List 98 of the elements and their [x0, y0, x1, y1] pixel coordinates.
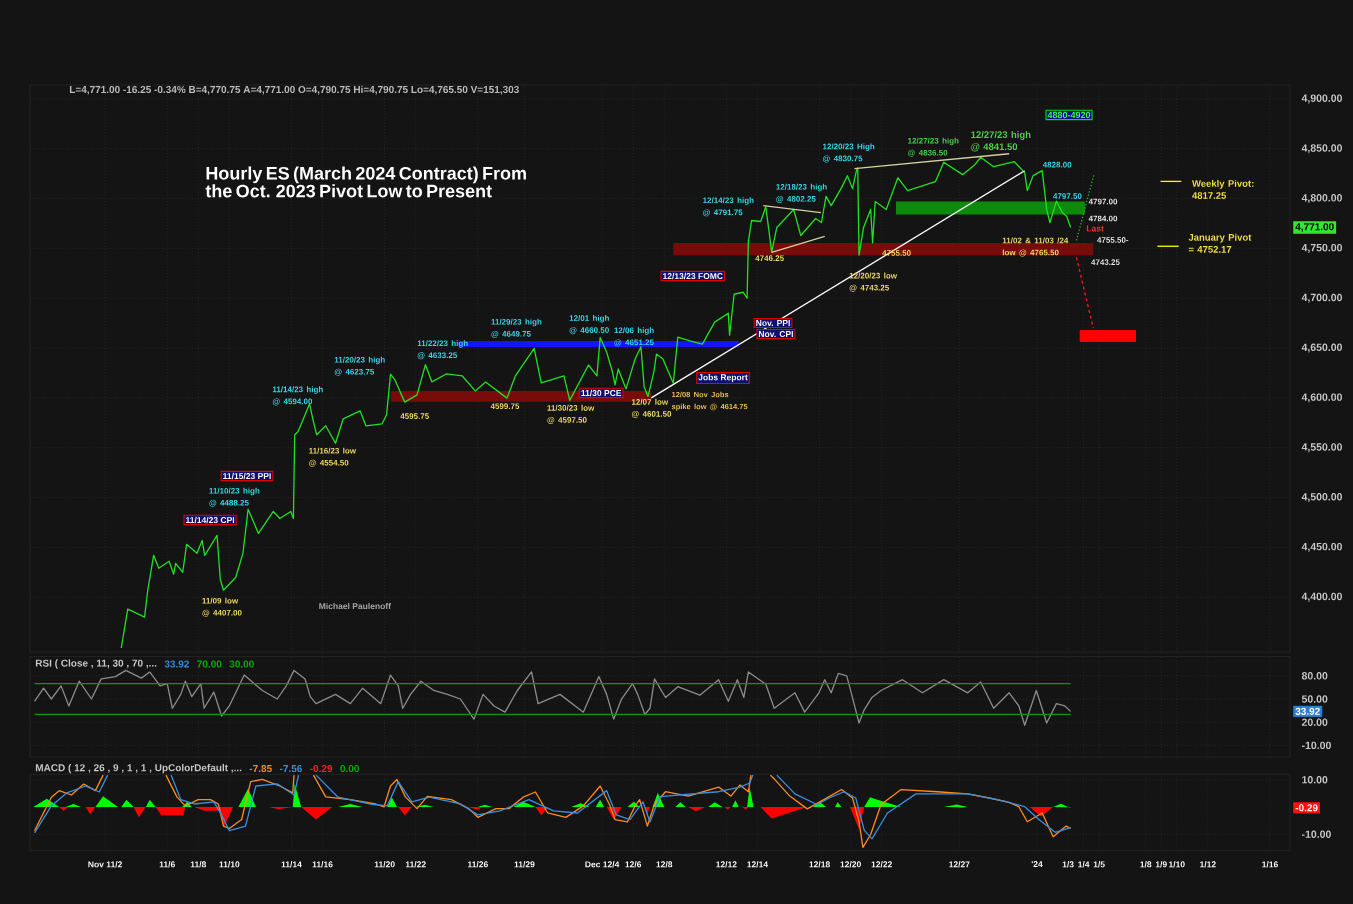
annotation: 12/27/23 high @ 4836.50: [908, 137, 959, 157]
annotation: 11/20/23 high @ 4623.75: [334, 356, 385, 376]
x-tick-label: 12/8: [656, 861, 673, 868]
annotation: 11/15/23 PPI: [223, 472, 271, 480]
annotation: Michael Paulenoff: [319, 602, 392, 610]
text: -7.56: [279, 765, 302, 773]
x-tick-label: 1/10: [1169, 861, 1185, 868]
x-tick-label: 12/6: [625, 861, 642, 868]
annotation: 11/02 & 11/03 /24 low @ 4765.50: [1002, 237, 1069, 257]
x-tick-label: 12/22: [871, 861, 892, 868]
x-tick-label: 1/8: [1140, 861, 1152, 868]
annotation: 11/09 low @ 4407.00: [202, 597, 242, 617]
x-tick-label: 1/12: [1200, 861, 1216, 868]
y-tick-label: 4,750.00: [1301, 243, 1342, 253]
y-tick-label: 4,800.00: [1301, 194, 1342, 204]
annotation: Weekly Pivot: 4817.25: [1192, 179, 1254, 199]
y-tick-label: 4,700.00: [1301, 293, 1342, 303]
annotation: 11/14/23 CPI: [186, 516, 235, 524]
text: Hourly ES (March 2024 Contract) From the Oct. 2023 Pivot Low to Present: [205, 166, 526, 198]
annotation: 12/07 low @ 4601.50: [631, 398, 672, 418]
y-tick-label: 4,400.00: [1301, 592, 1342, 602]
annotation: Nov. PPI: [756, 320, 790, 326]
line-series: [33, 669, 1072, 726]
annotation: 12/13/23 FOMC: [663, 272, 723, 280]
x-tick-label: 1/9: [1155, 861, 1167, 868]
annotation: 70.00: [197, 660, 222, 668]
annotation: 11/29/23 high @ 4649.75: [491, 318, 542, 338]
x-tick-label: 1/5: [1093, 861, 1105, 868]
annotation: 4797.00: [1088, 198, 1118, 205]
x-tick-label: 11/10: [219, 861, 240, 868]
y-tick-label: 4,500.00: [1301, 493, 1342, 503]
text: 33.92: [1295, 707, 1320, 715]
x-tick-label: '24: [1031, 861, 1043, 868]
annotation: 12/01 high @ 4660.50: [569, 315, 609, 335]
x-tick-label: 11/29: [514, 861, 535, 868]
annotation: 33.92: [164, 660, 189, 668]
y-tick-label: 4,600.00: [1301, 393, 1342, 403]
x-tick-label: 11/14: [281, 861, 302, 868]
x-tick-label: Dec 12/4: [585, 861, 620, 868]
annotation: 4880-4920: [1047, 111, 1091, 119]
annotation: 12/14/23 high @ 4791.75: [703, 197, 754, 217]
x-tick-label: 11/8: [190, 861, 207, 868]
annotation: 4828.00: [1042, 161, 1072, 168]
annotation: 4599.75: [490, 403, 520, 409]
annotation: 12/27/23 high @ 4841.50: [971, 131, 1031, 152]
annotation: Nov. CPI: [758, 331, 793, 338]
x-tick-label: 11/22: [405, 861, 426, 868]
y-tick-label: 80.00: [1301, 672, 1328, 680]
annotation: 4784.00: [1088, 215, 1118, 222]
x-tick-label: 12/20: [840, 861, 861, 868]
chart-title: MACD ( 12 , 26 , 9 , 1 , 1 , UpColorDefault ,...: [35, 763, 242, 774]
y-tick-label: -10.00: [1301, 830, 1331, 838]
y-tick-label: -10.00: [1301, 741, 1331, 750]
x-tick-label: 1/3: [1062, 861, 1074, 868]
annotation: 4595.75: [400, 413, 429, 419]
annotation: Jobs Report: [698, 374, 748, 382]
annotation: 4755.50-: [1097, 237, 1129, 243]
x-tick-label: 12/14: [747, 861, 769, 868]
x-tick-label: Nov 11/2: [88, 861, 122, 868]
y-tick-label: 4,550.00: [1301, 443, 1342, 453]
y-tick-label: 4,900.00: [1301, 94, 1342, 104]
y-tick-label: 10.00: [1302, 776, 1328, 784]
annotation: 11/16/23 low @ 4554.50: [309, 447, 357, 467]
x-tick-label: 1/16: [1262, 861, 1278, 868]
annotation: 12/18/23 high @ 4802.25: [776, 183, 827, 203]
annotation: 12/06 high @ 4651.25: [614, 327, 654, 347]
chart-subtitle: L=4,771.00 -16.25 -0.34% B=4,770.75 A=4,771.00 O=4,790.75 Hi=4,790.75 Lo=4,765.50 V=151,303: [69, 85, 519, 95]
annotation: 11/14/23 high @ 4594.00: [272, 386, 323, 406]
annotation: 11/30/23 low @ 4597.50: [547, 404, 595, 424]
annotation: 4746.25: [755, 255, 784, 261]
annotation: 4797.50: [1053, 193, 1082, 199]
y-tick-label: 50.00: [1301, 695, 1328, 703]
annotation: January Pivot = 4752.17: [1188, 233, 1252, 253]
x-tick-label: 11/6: [159, 861, 175, 868]
x-tick-label: 11/26: [467, 861, 488, 868]
annotation: 30.00: [229, 660, 254, 668]
text: 0.00: [340, 765, 359, 773]
y-tick-label: 20.00: [1301, 718, 1328, 726]
x-tick-label: 11/16: [312, 861, 333, 868]
chart-title: RSI ( Close , 11, 30 , 70 ,...: [35, 659, 157, 669]
x-tick-label: 1/4: [1078, 861, 1090, 868]
annotation: 4743.25: [1091, 259, 1120, 265]
y-tick-label: 4,450.00: [1301, 542, 1342, 552]
x-tick-label: 12/12: [716, 861, 737, 868]
y-tick-label: 4,850.00: [1301, 144, 1342, 154]
annotation: 12/20/23 High @ 4830.75: [822, 143, 875, 163]
annotation: 11/30 PCE: [581, 389, 622, 397]
annotation: Last: [1086, 225, 1104, 232]
text: -7.85: [249, 765, 272, 773]
x-tick-label: 12/18: [809, 861, 830, 868]
annotation: 11/10/23 high @ 4488.25: [209, 487, 260, 507]
annotation: 12/20/23 low @ 4743.25: [849, 272, 898, 292]
x-tick-label: 11/20: [374, 861, 395, 868]
y-tick-label: 4,650.00: [1301, 343, 1342, 353]
text: -0.29: [1295, 804, 1318, 812]
x-tick-label: 12/27: [949, 861, 970, 868]
text: 4,771.00: [1295, 223, 1334, 232]
text: -0.29: [310, 765, 333, 773]
